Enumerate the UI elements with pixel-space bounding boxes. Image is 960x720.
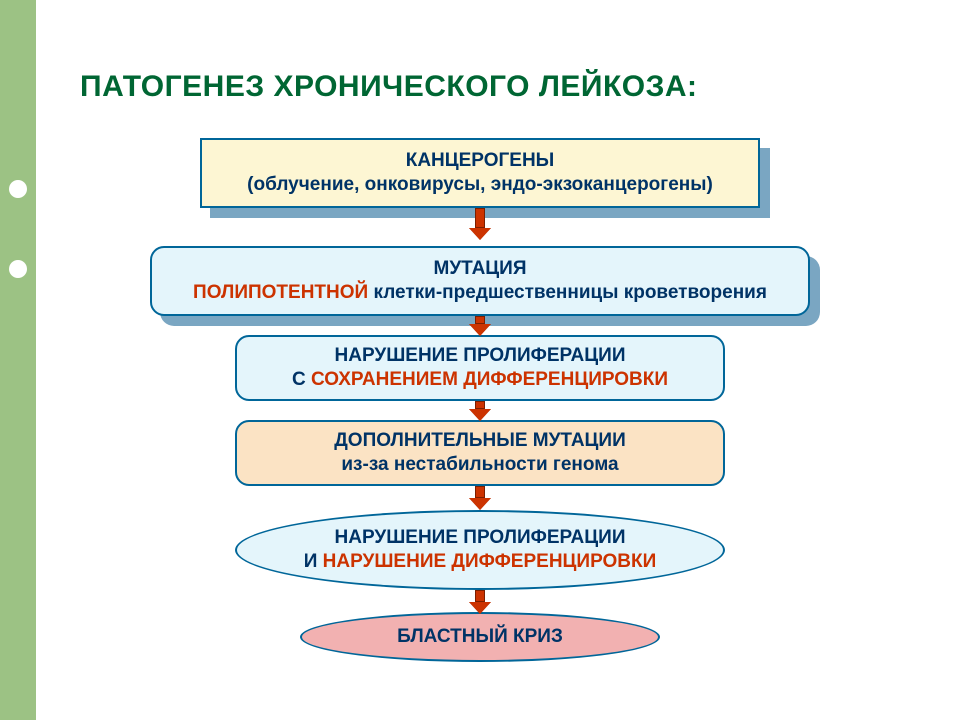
flow-node-n6: БЛАСТНЫЙ КРИЗ [300,612,660,662]
node-text-part: С [292,369,311,390]
flow-arrow [469,208,491,240]
flow-arrow [469,316,491,336]
node-text-part: И [304,551,323,572]
node-line: НАРУШЕНИЕ ПРОЛИФЕРАЦИИ [335,344,626,368]
page-title: ПАТОГЕНЕЗ ХРОНИЧЕСКОГО ЛЕЙКОЗА: [80,70,698,104]
node-line: КАНЦЕРОГЕНЫ [406,149,555,173]
sidebar-accent [0,0,36,720]
flow-node-n4: ДОПОЛНИТЕЛЬНЫЕ МУТАЦИИиз-за нестабильнос… [235,420,725,486]
sidebar-dot [9,180,27,198]
arrow-head-icon [469,409,491,421]
node-line: С СОХРАНЕНИЕМ ДИФФЕРЕНЦИРОВКИ [292,368,668,392]
node-line: ПОЛИПОТЕНТНОЙ клетки-предшественницы кро… [193,281,767,305]
arrow-stem [475,316,485,324]
arrow-head-icon [469,228,491,240]
flow-arrow [469,486,491,510]
node-text-part: СОХРАНЕНИЕМ ДИФФЕРЕНЦИРОВКИ [311,369,668,390]
node-text-part: клетки-предшественницы кроветворения [373,282,766,303]
flow-arrow [469,401,491,421]
arrow-stem [475,486,485,498]
flow-node-n1: КАНЦЕРОГЕНЫ(облучение, онковирусы, эндо-… [200,138,760,208]
node-line: НАРУШЕНИЕ ПРОЛИФЕРАЦИИ [335,526,626,550]
sidebar-dot [9,260,27,278]
flow-node-n3: НАРУШЕНИЕ ПРОЛИФЕРАЦИИС СОХРАНЕНИЕМ ДИФФ… [235,335,725,401]
arrow-head-icon [469,324,491,336]
flow-arrow [469,590,491,614]
node-line: МУТАЦИЯ [434,257,527,281]
node-text-part: НАРУШЕНИЕ ДИФФЕРЕНЦИРОВКИ [323,551,657,572]
node-text-part: ПОЛИПОТЕНТНОЙ [193,282,373,303]
arrow-head-icon [469,498,491,510]
node-line: БЛАСТНЫЙ КРИЗ [397,625,563,649]
arrow-stem [475,208,485,228]
flow-node-n2: МУТАЦИЯПОЛИПОТЕНТНОЙ клетки-предшественн… [150,246,810,316]
node-line: из-за нестабильности генома [341,453,618,477]
arrow-head-icon [469,602,491,614]
node-line: ДОПОЛНИТЕЛЬНЫЕ МУТАЦИИ [334,429,626,453]
node-line: (облучение, онковирусы, эндо-экзоканцеро… [247,173,713,197]
arrow-stem [475,590,485,602]
flow-node-n5: НАРУШЕНИЕ ПРОЛИФЕРАЦИИИ НАРУШЕНИЕ ДИФФЕР… [235,510,725,590]
arrow-stem [475,401,485,409]
node-line: И НАРУШЕНИЕ ДИФФЕРЕНЦИРОВКИ [304,550,657,574]
